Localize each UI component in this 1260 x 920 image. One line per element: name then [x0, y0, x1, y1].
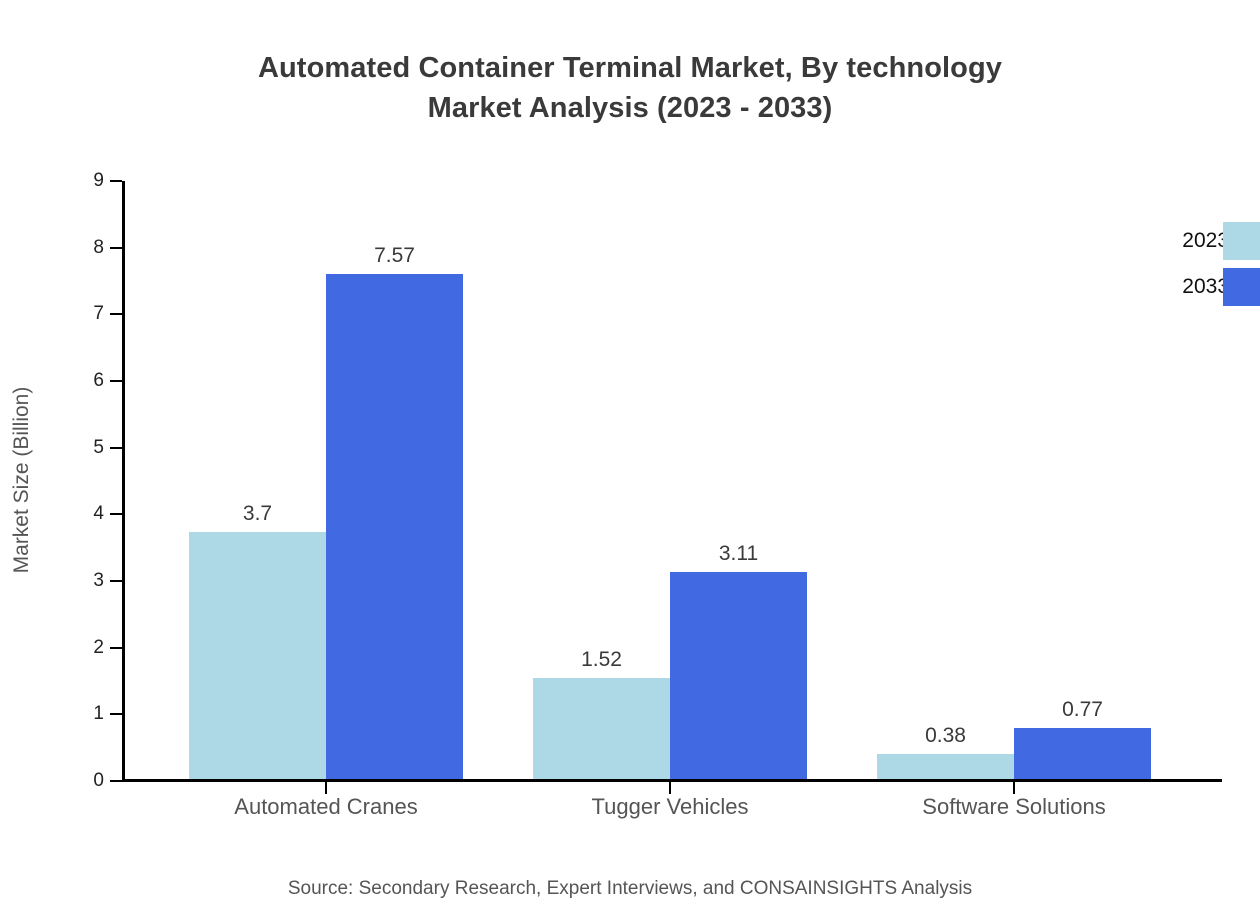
bar[interactable]: 0.38 — [877, 724, 1014, 779]
y-tick-label: 4 — [93, 503, 104, 525]
bar[interactable]: 7.57 — [326, 244, 463, 779]
x-tick-label: Software Solutions — [922, 794, 1106, 819]
y-tick: 4 — [93, 503, 122, 524]
y-tick: 2 — [93, 637, 122, 658]
legend-item[interactable]: 2033 — [1120, 264, 1260, 310]
y-tick-label: 8 — [93, 236, 104, 258]
y-tick: 6 — [93, 370, 122, 391]
bar-value-label: 3.7 — [242, 502, 273, 526]
y-tick-label: 5 — [93, 436, 104, 458]
chart-title-line-1: Automated Container Terminal Market, By … — [257, 52, 1003, 84]
y-tick: 1 — [93, 703, 122, 724]
bar-value-label: 0.38 — [925, 723, 966, 747]
bar[interactable]: 0.77 — [1014, 698, 1151, 779]
legend-label: 2023 — [1182, 229, 1229, 252]
plot-area: 0 1 2 3 4 5 6 7 8 9 Automated Cranes Tugger Vehicl… — [93, 170, 1222, 819]
y-axis-line — [122, 181, 125, 782]
y-axis-title: Market Size (Billion) — [0, 0, 44, 920]
x-tick — [1013, 782, 1015, 794]
x-tick-label: Tugger Vehicles — [591, 794, 749, 819]
x-tick-label: Automated Cranes — [234, 794, 418, 819]
y-tick-label: 0 — [93, 770, 104, 791]
source-note: Source: Secondary Research, Expert Inter… — [287, 878, 973, 899]
bar[interactable]: 3.7 — [189, 502, 326, 779]
y-tick-label: 9 — [93, 170, 104, 191]
x-tick — [325, 782, 327, 794]
y-tick-label: 3 — [93, 570, 104, 591]
bar-value-label: 7.57 — [374, 244, 415, 268]
x-axis-line — [122, 779, 1222, 782]
y-tick: 5 — [93, 437, 122, 458]
y-tick-label: 2 — [93, 636, 104, 658]
chart-title: Automated Container Terminal Market, By … — [0, 48, 1260, 128]
y-tick-label: 6 — [93, 370, 104, 391]
legend-item[interactable]: 2023 — [1120, 218, 1260, 264]
y-tick: 8 — [93, 237, 122, 258]
y-tick: 7 — [93, 303, 122, 324]
y-tick: 3 — [93, 570, 122, 591]
legend-swatch — [1223, 222, 1260, 260]
bar[interactable]: 1.52 — [533, 648, 670, 779]
bar-value-label: 0.77 — [1062, 697, 1103, 721]
y-tick: 9 — [93, 170, 122, 191]
x-tick — [669, 782, 671, 794]
bar-value-label: 3.11 — [718, 541, 759, 565]
bar[interactable]: 3.11 — [670, 542, 807, 779]
chart-title-line-2: Market Analysis (2023 - 2033) — [427, 92, 833, 124]
y-tick: 0 — [93, 770, 122, 791]
bar-value-label: 1.52 — [581, 647, 622, 671]
legend: 2023 2033 — [1120, 218, 1260, 310]
y-axis-title-text: Market Size (Billion) — [10, 386, 33, 574]
y-tick-label: 7 — [93, 303, 104, 325]
legend-swatch — [1223, 268, 1260, 306]
y-tick-label: 1 — [93, 703, 104, 725]
legend-label: 2033 — [1182, 275, 1229, 298]
